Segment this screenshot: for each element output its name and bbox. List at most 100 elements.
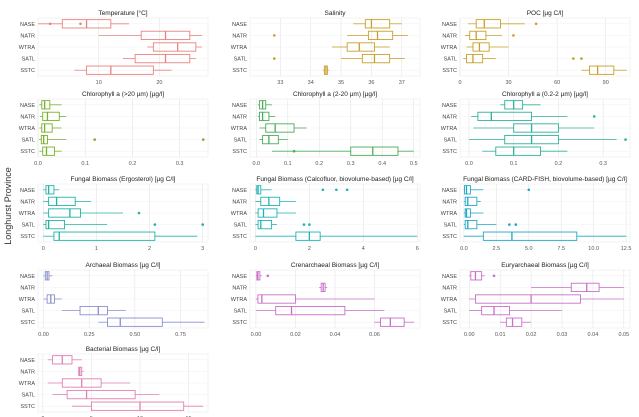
x-tick-label: 2 (148, 246, 151, 252)
x-tick-label: 0 (42, 246, 45, 252)
category-label: SSTC (442, 234, 457, 240)
category-label: SSTC (20, 320, 35, 326)
category-label: SSTC (442, 149, 457, 155)
category-label: NATR (20, 369, 35, 375)
x-tick-label: 0.3 (599, 161, 607, 167)
outlier-point (592, 115, 596, 118)
x-tick-label: 0.1 (284, 161, 292, 167)
x-tick-label: 0.1 (510, 161, 518, 167)
category-label: NATR (232, 33, 247, 39)
outlier-point (580, 57, 583, 60)
box (45, 185, 55, 195)
category-label: SATL (234, 138, 247, 144)
x-tick-label: 20 (156, 80, 162, 86)
category-label: NASE (20, 358, 35, 364)
x-tick-label: 0.00 (251, 332, 262, 338)
x-tick-label: 34 (308, 80, 314, 86)
category-label: SSTC (232, 234, 247, 240)
category-label: NASE (442, 103, 457, 109)
category-label: SATL (444, 223, 457, 229)
panel-7: Fungal Biomass (Calcofluor, biovolume-ba… (231, 176, 421, 252)
x-tick-label: 0.05 (618, 332, 629, 338)
box (464, 185, 471, 195)
x-tick-label: 2.5 (493, 246, 501, 252)
outlier-point (321, 188, 325, 192)
box (42, 146, 55, 156)
box (258, 111, 270, 122)
box (475, 294, 581, 304)
x-tick-label: 0.02 (526, 332, 537, 338)
x-tick-label: 6 (416, 246, 419, 252)
x-tick-label: 0.1 (81, 161, 89, 167)
x-tick-label: 0.04 (330, 332, 341, 338)
category-label: NATR (20, 199, 35, 205)
category-label: WTRA (441, 211, 458, 217)
category-label: WTRA (441, 126, 458, 132)
panel-1: Salinity 33 34 35 36 37 NASE NATR WTRA SATL SSTC (231, 10, 421, 86)
box (346, 42, 375, 52)
category-label: NASE (20, 22, 35, 28)
x-tick-label: 35 (338, 80, 344, 86)
panel-title: Salinity (325, 10, 347, 17)
category-label: SSTC (20, 234, 35, 240)
box (350, 146, 399, 156)
category-label: NASE (20, 103, 35, 109)
box (107, 317, 163, 327)
x-tick-label: 60 (554, 80, 560, 86)
category-label: SSTC (232, 68, 247, 74)
box (41, 100, 51, 110)
box (42, 111, 60, 122)
category-label: NATR (442, 114, 457, 120)
category-label: SSTC (442, 320, 457, 326)
box (472, 42, 490, 52)
box (364, 19, 391, 29)
category-label: SATL (444, 138, 457, 144)
x-tick-label: 4 (362, 246, 365, 252)
box (513, 123, 559, 133)
category-label: SATL (22, 223, 35, 229)
box (260, 196, 281, 207)
panel-6: Fungal Biomass (Ergosterol) [µg C/l] 0 1 2 3… (19, 176, 209, 252)
x-tick-label: 0.3 (176, 161, 184, 167)
panel-title: Chlorophyll a (2-20 µm) [µg/l] (293, 91, 377, 98)
box (367, 30, 394, 41)
category-label: NATR (232, 199, 247, 205)
outlier-point (272, 57, 276, 60)
box (570, 282, 600, 293)
outlier-point (492, 274, 496, 278)
box (265, 123, 295, 133)
category-label: NATR (20, 114, 35, 120)
outlier-point (512, 34, 515, 37)
panel-9: Archaeal Biomass [µg C/l] 0.00 0.25 0.50 0.7… (19, 262, 209, 338)
box (275, 305, 346, 316)
x-tick-label: 0.2 (129, 161, 137, 167)
panel-title: Euryarchaeal Biomass [µg C/l] (501, 262, 589, 269)
box (257, 294, 296, 304)
category-label: SATL (444, 309, 457, 315)
box (589, 65, 615, 75)
panel-3: Chlorophyll a (>20 µm) [µg/l] 0.0 0.1 0.2 0.… (19, 91, 209, 167)
panel-0: Temperature [°C] 10 20 NASE NATR WTRA SATL SSTC (19, 9, 209, 86)
x-tick-label: 0.0 (460, 246, 468, 252)
x-tick-label: 90 (603, 80, 609, 86)
category-label: SATL (234, 57, 247, 63)
box (464, 208, 471, 218)
category-label: NASE (232, 22, 247, 28)
box (257, 208, 278, 218)
category-label: WTRA (441, 297, 458, 303)
panel-title: Crenarchaeal Biomass [µg C/l] (291, 262, 379, 269)
box (53, 231, 156, 241)
category-label: WTRA (19, 45, 36, 51)
x-tick-label: 2 (308, 246, 311, 252)
category-label: NATR (20, 285, 35, 291)
box (90, 401, 185, 411)
x-tick-label: 0 (458, 80, 461, 86)
x-tick-label: 0.0 (252, 161, 260, 167)
x-tick-label: 0.0 (34, 161, 42, 167)
x-tick-label: 10 (96, 80, 102, 86)
box (134, 53, 191, 64)
box (495, 146, 541, 156)
x-tick-label: 0.5 (410, 161, 418, 167)
x-tick-label: 33 (277, 80, 283, 86)
category-label: NASE (442, 188, 457, 194)
